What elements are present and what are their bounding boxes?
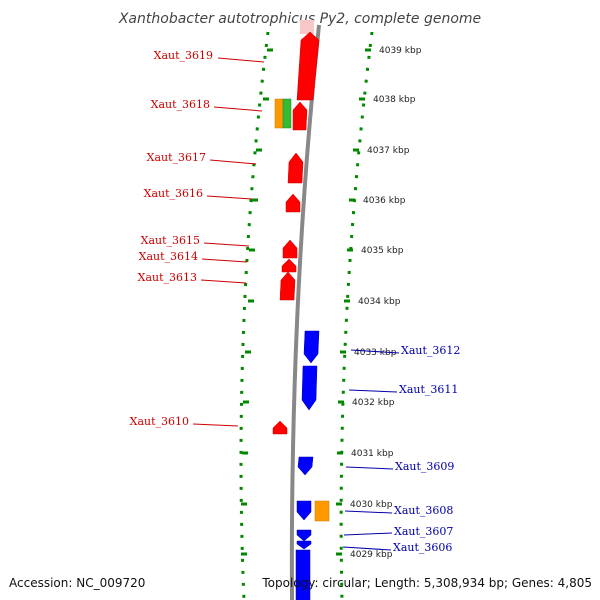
gene-label[interactable]: Xaut_3606 — [393, 541, 452, 554]
gene-arrow-Xaut_3618[interactable] — [292, 101, 308, 131]
gene-label[interactable]: Xaut_3615 — [141, 234, 200, 247]
gene-leader-line — [201, 258, 248, 263]
left-major-ticks — [241, 48, 273, 556]
kbp-label: 4029 kbp — [350, 550, 393, 560]
topology-text: Topology: circular; Length: 5,308,934 bp… — [261, 576, 592, 590]
gene-label[interactable]: Xaut_3610 — [130, 415, 189, 428]
outer-right-scale-arc — [339, 31, 374, 600]
gene-arrow-Xaut_3610[interactable] — [272, 420, 288, 435]
gene-arrow-Xaut_3607[interactable] — [296, 529, 312, 542]
highlight-region — [300, 20, 314, 34]
kbp-label: 4034 kbp — [358, 297, 401, 307]
kbp-label: 4039 kbp — [379, 46, 422, 56]
gene-leader-line — [348, 389, 398, 393]
gene-arrow-Xaut_3608[interactable] — [296, 500, 312, 521]
genome-title: Xanthobacter autotrophicus Py2, complete… — [118, 11, 481, 27]
gene-leader-line — [209, 159, 257, 165]
feature-orange-3618[interactable] — [274, 98, 284, 129]
kbp-label: 4032 kbp — [352, 398, 395, 408]
gene-leader-line — [200, 279, 247, 284]
gene-label[interactable]: Xaut_3613 — [138, 271, 197, 284]
gene-arrow-Xaut_3615[interactable] — [282, 239, 298, 259]
accession-text: Accession: NC_009720 — [9, 576, 145, 590]
gene-arrow-Xaut_3617[interactable] — [287, 152, 304, 184]
gene-label[interactable]: Xaut_3608 — [394, 504, 453, 517]
gene-leader-line — [217, 57, 265, 63]
gene-arrow-Xaut_3609[interactable] — [297, 456, 314, 476]
gene-leader-line — [192, 423, 239, 427]
kbp-scale-labels: 4039 kbp 4038 kbp 4037 kbp 4036 kbp 4035 kbp… — [350, 46, 422, 560]
kbp-label: 4031 kbp — [351, 449, 394, 459]
gene-leader-line — [213, 106, 263, 112]
kbp-label: 4036 kbp — [363, 196, 406, 206]
gene-label[interactable]: Xaut_3612 — [401, 344, 460, 357]
gene-arrow-Xaut_3612[interactable] — [303, 330, 320, 364]
gene-label[interactable]: Xaut_3619 — [154, 49, 213, 62]
right-major-ticks — [336, 48, 371, 556]
gene-label[interactable]: Xaut_3609 — [395, 460, 454, 473]
gene-arrow-Xaut_3613[interactable] — [279, 271, 296, 301]
gene-block-bottom[interactable] — [295, 549, 311, 600]
kbp-label: 4037 kbp — [367, 146, 410, 156]
kbp-label: 4038 kbp — [373, 95, 416, 105]
kbp-label: 4030 kbp — [350, 500, 393, 510]
gene-label[interactable]: Xaut_3614 — [139, 250, 198, 263]
gene-leader-line — [203, 242, 250, 247]
kbp-label: 4033 kbp — [354, 348, 397, 358]
gene-leader-line — [345, 466, 394, 470]
forward-strand-features — [272, 31, 320, 435]
feature-green-3618[interactable] — [282, 98, 292, 129]
gene-arrow-Xaut_3611[interactable] — [301, 365, 318, 411]
gene-label[interactable]: Xaut_3616 — [144, 187, 203, 200]
reverse-strand-features — [295, 330, 330, 600]
gene-leader-line — [206, 195, 253, 200]
gene-label[interactable]: Xaut_3607 — [394, 525, 453, 538]
gene-arrow-Xaut_3606[interactable] — [296, 540, 312, 550]
gene-leader-line — [342, 546, 392, 551]
gene-arrow-Xaut_3616[interactable] — [285, 193, 301, 213]
gene-label[interactable]: Xaut_3617 — [147, 151, 206, 164]
gene-label[interactable]: Xaut_3611 — [399, 383, 458, 396]
genome-backbone — [289, 24, 321, 600]
gene-arrow-Xaut_3619[interactable] — [296, 31, 320, 101]
gene-labels: Xaut_3619 Xaut_3618 Xaut_3617 Xaut_3616 Xaut… — [130, 49, 461, 554]
gene-arrow-Xaut_3614[interactable] — [281, 258, 297, 273]
gene-leader-line — [344, 510, 393, 514]
outer-left-scale-arc — [239, 31, 270, 600]
kbp-label: 4035 kbp — [361, 246, 404, 256]
gene-leader-line — [350, 349, 400, 354]
feature-orange-3608[interactable] — [314, 500, 330, 522]
gene-leader-line — [343, 532, 393, 536]
gene-label[interactable]: Xaut_3618 — [151, 98, 210, 111]
